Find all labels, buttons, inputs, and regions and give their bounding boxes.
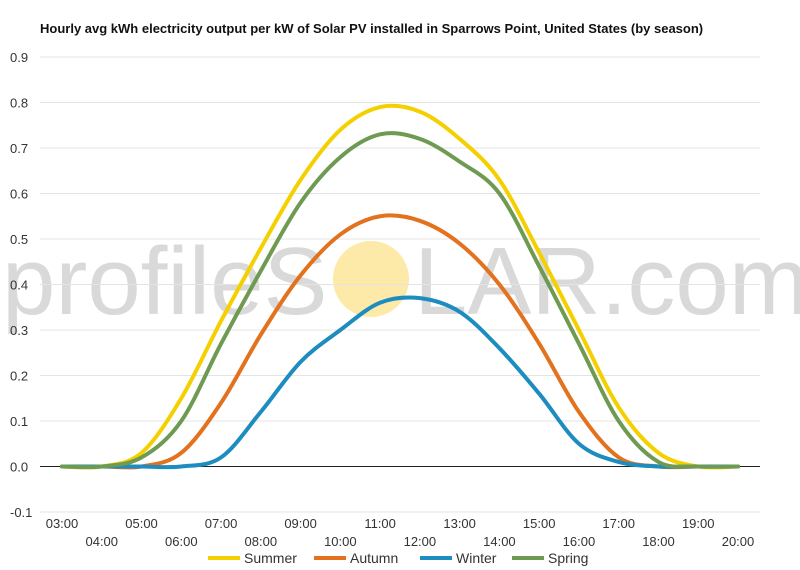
x-tick-label: 09:00 [284, 516, 317, 531]
y-tick-label: 0.9 [10, 50, 28, 65]
y-tick-label: 0.6 [10, 187, 28, 202]
legend-label-summer: Summer [244, 550, 297, 566]
x-tick-label: 03:00 [46, 516, 79, 531]
x-tick-label: 16:00 [563, 534, 596, 549]
x-tick-label: 14:00 [483, 534, 516, 549]
series-line-summer [60, 103, 740, 470]
x-tick-label: 05:00 [125, 516, 158, 531]
grid [40, 56, 760, 513]
x-tick-label: 20:00 [722, 534, 755, 549]
y-tick-label: -0.1 [10, 505, 32, 520]
legend-label-autumn: Autumn [350, 550, 398, 566]
x-tick-label: 18:00 [642, 534, 675, 549]
y-tick-label: 0.8 [10, 96, 28, 111]
y-tick-label: 0.1 [10, 414, 28, 429]
x-tick-label: 13:00 [443, 516, 476, 531]
x-tick-label: 08:00 [245, 534, 278, 549]
x-axis: 03:00 04:00 05:00 06:00 07:00 08:00 09:00 10:00… [46, 516, 755, 549]
legend-label-spring: Spring [548, 550, 588, 566]
y-axis: -0.1 0.0 0.1 0.2 0.3 0.4 0.5 0.6 0.7 0.8 0.9 [10, 50, 32, 520]
x-tick-label: 11:00 [364, 516, 396, 531]
y-tick-label: 0.7 [10, 141, 28, 156]
watermark: profileS LAR.com [2, 228, 800, 335]
legend: Summer Autumn Winter Spring [208, 550, 588, 566]
y-tick-label: 0.5 [10, 232, 28, 247]
watermark-text-right: LAR.com [414, 228, 800, 335]
chart-title: Hourly avg kWh electricity output per kW… [40, 21, 703, 36]
y-tick-label: 0.4 [10, 278, 28, 293]
x-tick-label: 06:00 [165, 534, 198, 549]
x-tick-label: 04:00 [85, 534, 118, 549]
series-line-winter [60, 295, 740, 470]
legend-label-winter: Winter [456, 550, 497, 566]
watermark-text-left: profileS [2, 228, 328, 335]
y-tick-label: 0.3 [10, 323, 28, 338]
series-line-autumn [60, 213, 740, 470]
y-tick-label: 0.2 [10, 369, 28, 384]
x-tick-label: 12:00 [404, 534, 437, 549]
y-tick-label: 0.0 [10, 460, 28, 475]
x-tick-label: 10:00 [324, 534, 357, 549]
x-tick-label: 15:00 [523, 516, 556, 531]
x-tick-label: 19:00 [682, 516, 715, 531]
series-line-spring [60, 131, 740, 470]
x-tick-label: 17:00 [602, 516, 635, 531]
series-group [60, 103, 740, 470]
x-tick-label: 07:00 [205, 516, 238, 531]
